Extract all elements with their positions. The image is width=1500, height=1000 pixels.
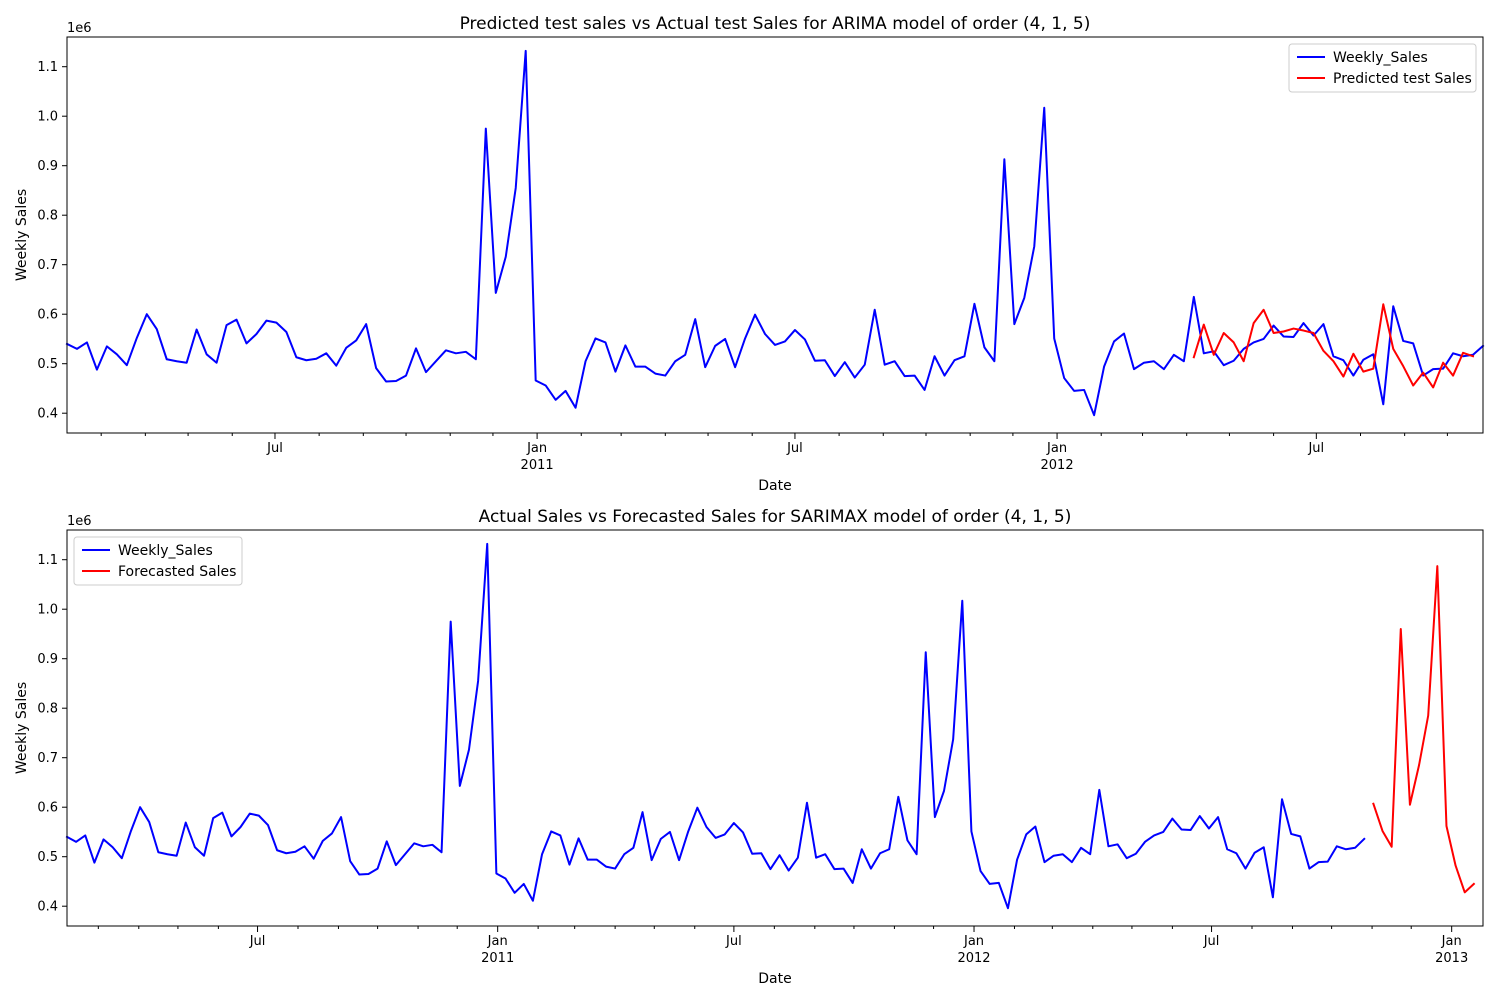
legend-label: Weekly_Sales — [1333, 50, 1428, 66]
x-tick-label: Jul — [725, 934, 742, 949]
y-axis-exponent: 1e6 — [67, 514, 92, 529]
legend-label: Predicted test Sales — [1333, 71, 1472, 87]
y-tick-label: 1.1 — [37, 60, 58, 75]
x-tick-label: Jan — [487, 934, 508, 949]
x-tick-label: Jul — [1203, 934, 1220, 949]
legend: Weekly_Sales Forecasted Sales — [74, 537, 242, 585]
y-tick-label: 0.8 — [37, 209, 58, 224]
y-tick-label: 0.6 — [37, 308, 58, 323]
y-tick-label: 0.5 — [37, 357, 58, 372]
y-axis-label: Weekly Sales — [14, 189, 30, 281]
y-tick-label: 1.1 — [37, 553, 58, 568]
x-tick-label: Jan — [1441, 934, 1462, 949]
chart-title: Actual Sales vs Forecasted Sales for SAR… — [479, 507, 1072, 527]
x-tick-year-label: 2012 — [1041, 458, 1074, 473]
y-axis-exponent: 1e6 — [67, 21, 92, 36]
x-axis-label: Date — [758, 478, 791, 494]
y-tick-label: 0.7 — [37, 258, 58, 273]
y-tick-label: 0.4 — [37, 407, 58, 422]
x-tick-label: Jul — [1307, 441, 1324, 456]
x-tick-year-label: 2011 — [481, 951, 514, 966]
y-tick-label: 0.7 — [37, 751, 58, 766]
legend: Weekly_Sales Predicted test Sales — [1289, 44, 1476, 92]
y-tick-label: 0.6 — [37, 801, 58, 816]
x-tick-year-label: 2013 — [1435, 951, 1468, 966]
x-tick-year-label: 2011 — [521, 458, 554, 473]
chart-title: Predicted test sales vs Actual test Sale… — [460, 14, 1091, 34]
x-tick-label: Jul — [249, 934, 266, 949]
x-tick-label: Jan — [526, 441, 547, 456]
y-tick-label: 0.9 — [37, 159, 58, 174]
y-tick-label: 1.0 — [37, 110, 58, 125]
y-axis-label: Weekly Sales — [14, 682, 30, 774]
x-tick-year-label: 2012 — [957, 951, 990, 966]
y-tick-label: 0.8 — [37, 702, 58, 717]
x-tick-label: Jan — [963, 934, 984, 949]
legend-label: Weekly_Sales — [118, 543, 213, 559]
y-tick-label: 0.5 — [37, 850, 58, 865]
y-tick-label: 1.0 — [37, 603, 58, 618]
legend-label: Forecasted Sales — [118, 564, 236, 580]
x-axis-label: Date — [758, 971, 791, 987]
x-tick-label: Jul — [786, 441, 803, 456]
y-tick-label: 0.4 — [37, 900, 58, 915]
y-tick-label: 0.9 — [37, 652, 58, 667]
x-tick-label: Jan — [1046, 441, 1067, 456]
x-tick-label: Jul — [266, 441, 283, 456]
